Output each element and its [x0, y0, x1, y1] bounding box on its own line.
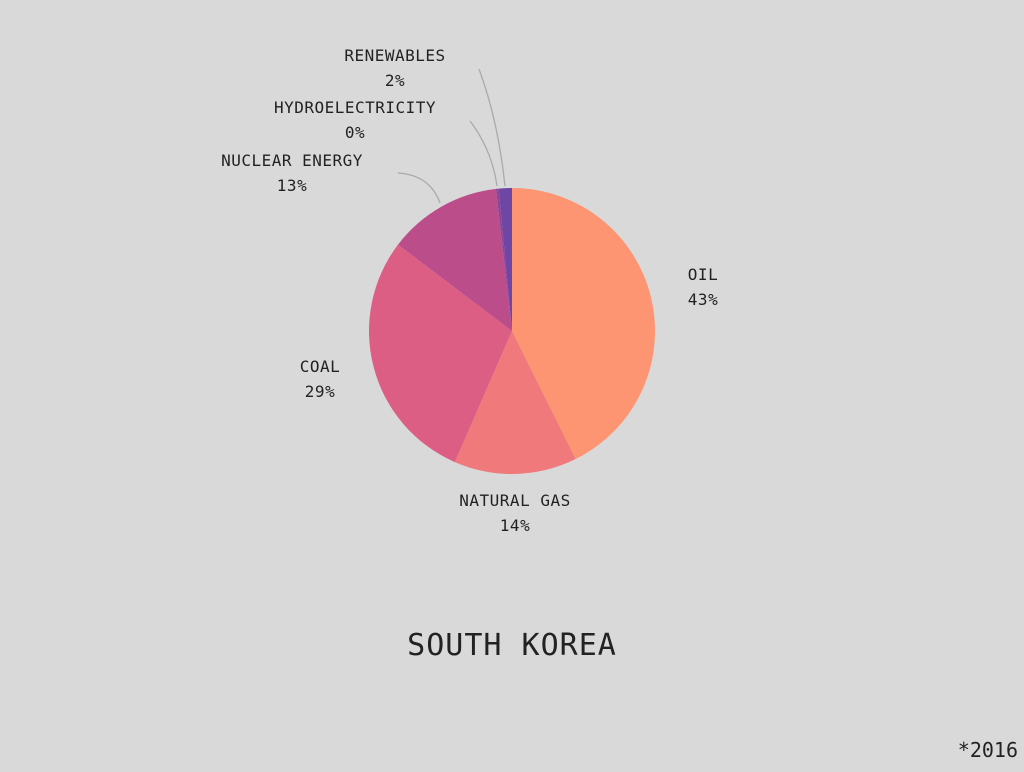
- slice-label-hydroelectricity: HYDROELECTRICITY: [274, 98, 436, 117]
- slice-label-coal: COAL: [300, 357, 341, 376]
- footnote: *2016: [957, 738, 1018, 762]
- pie-slice-oil: [512, 188, 655, 460]
- slice-value-renewables: 2%: [385, 71, 405, 90]
- pie-slice-renewables: [498, 188, 512, 331]
- chart-title: SOUTH KOREA: [407, 628, 617, 663]
- slice-value-natural-gas: 14%: [500, 516, 530, 535]
- slice-value-hydroelectricity: 0%: [345, 123, 365, 142]
- pie-slice-natural-gas: [454, 331, 576, 474]
- pie-slice-nuclear-energy: [398, 188, 512, 331]
- slice-value-nuclear-energy: 13%: [277, 176, 307, 195]
- leader-line-renewables: [478, 68, 506, 187]
- slice-label-oil: OIL: [688, 265, 718, 284]
- slice-label-renewables: RENEWABLES: [344, 46, 445, 65]
- pie-slice-hydroelectricity: [495, 188, 512, 331]
- leader-line-hydroelectricity: [469, 120, 498, 187]
- leader-line-nuclear-energy: [397, 172, 441, 204]
- slice-value-coal: 29%: [305, 382, 335, 401]
- slice-value-oil: 43%: [688, 290, 718, 309]
- slice-label-nuclear-energy: NUCLEAR ENERGY: [221, 151, 363, 170]
- slice-label-natural-gas: NATURAL GAS: [459, 491, 570, 510]
- pie-slice-coal: [369, 244, 512, 463]
